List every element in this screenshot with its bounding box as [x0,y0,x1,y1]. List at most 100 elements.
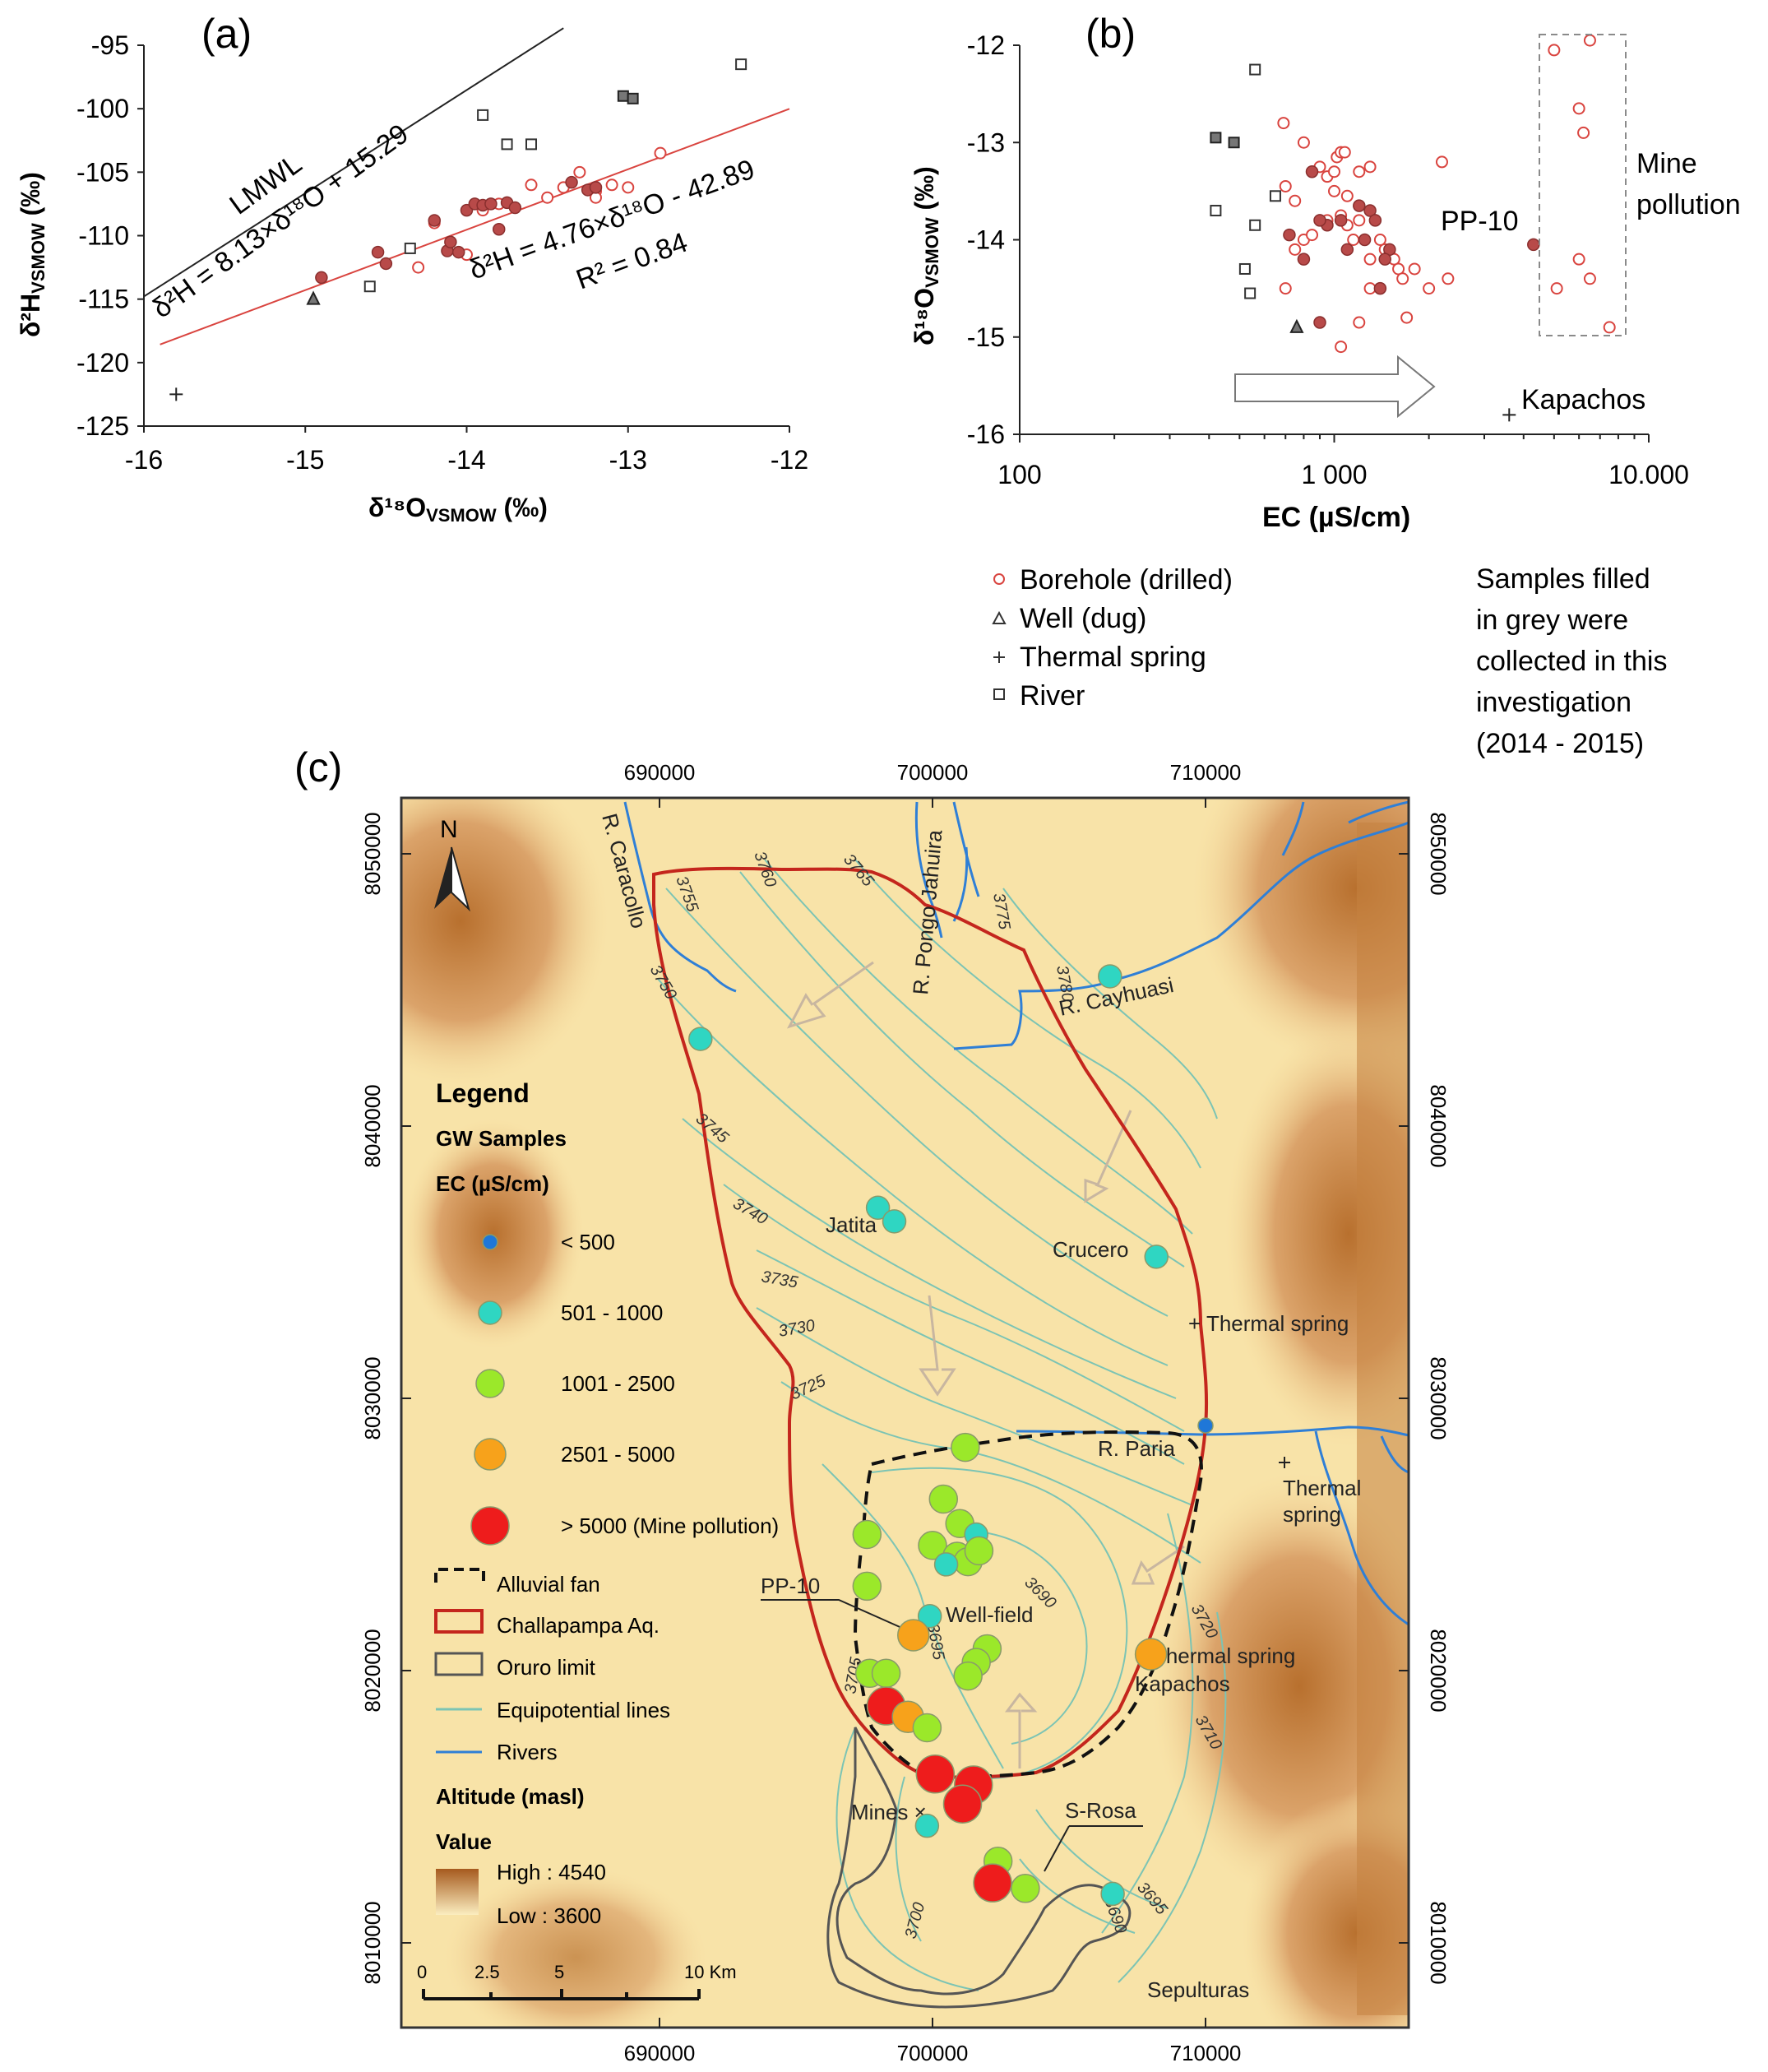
panel-b-point [1279,282,1292,295]
legend-note-3: collected in this [1476,646,1667,677]
map-ytick-label-right: 8010000 [1426,1901,1451,1984]
terrain-nw [401,798,609,1086]
place-sepulturas: Sepulturas [1147,1977,1249,2002]
panel-b-point [1423,282,1436,295]
map-ytick-label-right: 8030000 [1426,1356,1451,1439]
map-sample-point [973,1863,1012,1903]
panel-b-point [1277,117,1290,130]
map-xtick-label-bottom: 710000 [1170,2041,1242,2065]
north-arrow: N [434,816,470,912]
legend-rivers: Rivers [497,1740,558,1764]
map-sample-point [917,1604,942,1629]
map-ytick-label-left: 8030000 [360,1356,385,1439]
panel-b-point [1358,233,1372,247]
panel-a-axes: -16 -15 -14 -13 -12 -95 -100 -105 -110 -115 -120 -1… [76,30,808,475]
panel-a-point [617,90,629,102]
panel-b-ytick-label: -14 [967,225,1005,255]
panel-a-line-regression [160,108,790,345]
legend-ec-swatch [478,1300,502,1325]
panel-b-xtick-label: 1 000 [1301,460,1367,489]
terrain-w [403,1119,584,1349]
legend-ec-swatch [474,1438,507,1471]
map-ytick-label-right: 8020000 [1426,1629,1451,1712]
map-border [400,796,1410,2029]
map-sample-point [964,1536,994,1566]
place-pp10: PP-10 [761,1574,820,1598]
panel-b-label: (b) [1085,11,1136,57]
panel-b-point [1408,262,1421,276]
legend-note-4: investigation [1476,687,1631,718]
kapachos-label-b: Kapachos [1521,384,1645,415]
mine-pollution-box [1539,34,1627,336]
legend-note-2: in grey were [1476,605,1628,636]
panel-b-xtick-label: 10.000 [1608,460,1689,489]
panel-b-point [1502,408,1516,422]
panel-b-point [1269,190,1281,202]
panel-b-axes: 100 1 000 10.000 -12 -13 -14 -15 -16 [967,30,1689,489]
panel-a-xtick-label: -14 [447,445,485,475]
legend-ec-swatch [482,1234,498,1250]
place-crucero: Crucero [1053,1237,1128,1262]
panel-b: (b) 100 1 000 10.000 -12 -13 -14 -15 -16 Mine p… [909,11,1741,533]
map-legend-lines: Alluvial fan Challapampa Aq. Oruro limit… [434,1568,670,1928]
panel-a-point [654,146,667,160]
panel-a-point [363,280,376,293]
srosa-leader [1044,1825,1143,1872]
place-wellfield: Well-field [946,1602,1033,1627]
mine-pollution-label-1: Mine [1636,148,1697,179]
challapampa-aquifer [652,866,1209,1779]
panel-b-ytick-label: -12 [967,30,1005,60]
map-sample-point [933,1552,959,1577]
map-sample-point [1134,1638,1168,1671]
panel-a-point [622,181,635,194]
panel-a-point [493,223,506,236]
flow-arrows [786,961,1185,1768]
panel-b-point [1363,282,1377,295]
panel-b-point [1353,316,1366,329]
legend-altitude-ramp [436,1869,479,1915]
panel-a-label: (a) [201,11,252,57]
panel-a-ytick-label: -115 [78,285,129,314]
panel-b-point [1210,205,1222,217]
panel-a-ytick-label: -110 [78,221,129,251]
panel-b-point [1279,179,1292,192]
legend-low: Low : 3600 [497,1903,601,1928]
scale-5: 5 [554,1962,564,1982]
panel-b-point [1583,272,1596,285]
legend-ec-label: 1001 - 2500 [561,1371,675,1396]
panel-b-point [1442,272,1455,285]
pp10-leader [761,1599,914,1634]
panel-b-point [1577,126,1590,139]
legend-altitude: Altitude (masl) [436,1784,585,1809]
map-sample-point [912,1713,942,1743]
legend-marker-river [993,688,1005,700]
panel-a-point [412,261,425,274]
panel-a-point [379,257,393,271]
map-sample-point [865,1195,891,1221]
panel-a-point [428,214,441,227]
place-jatita: Jatita [826,1212,877,1237]
panel-b-point [1249,63,1261,76]
legend-value: Value [436,1829,492,1854]
panel-a-point [484,197,498,211]
panel-b-point [1583,34,1596,47]
panel-b-point [1400,311,1414,324]
panel-a-point [371,245,385,259]
panel-b-point [1297,253,1311,266]
panel-a-point [315,271,328,285]
map-sample-point [852,1519,882,1550]
panel-a-point [565,175,578,189]
panel-b-point [1313,214,1326,227]
panel-b-xtick-label: 100 [997,460,1041,489]
legend-challapampa-symbol [434,1609,484,1634]
terrain-sw [444,1867,707,2028]
map-legend: Legend GW Samples EC (µS/cm) [436,1078,567,1196]
map-ytick-label-right: 8050000 [1426,812,1451,895]
panel-b-point [1340,243,1354,257]
panel-a-point [627,92,639,104]
map-ytick-label-left: 8050000 [360,812,385,895]
panel-b-point [1306,229,1319,242]
panel-a-ytick-label: -120 [76,348,129,378]
panel-b-point [1353,165,1366,178]
map-sample-point [1098,964,1122,989]
